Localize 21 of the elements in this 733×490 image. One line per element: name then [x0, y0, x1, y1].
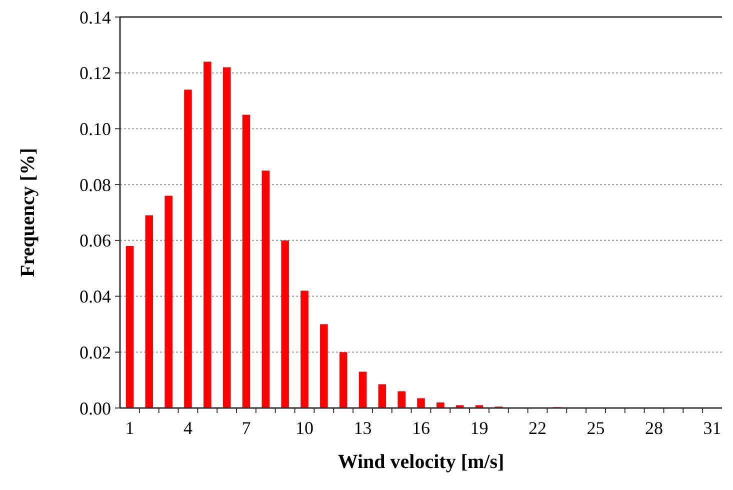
x-tick-label: 22 — [528, 418, 547, 438]
y-tick-label: 0.04 — [80, 286, 111, 307]
x-tick-label: 7 — [242, 418, 251, 438]
x-tick-label: 25 — [586, 418, 605, 438]
x-axis-title: Wind velocity [m/s] — [338, 451, 504, 473]
y-tick-label: 0.06 — [80, 230, 111, 251]
x-tick-label: 13 — [354, 418, 372, 438]
y-tick-label: 0.12 — [80, 63, 111, 84]
x-tick-label: 16 — [412, 418, 430, 438]
y-tick-label: 0.08 — [80, 174, 111, 195]
y-tick-label: 0.10 — [80, 119, 111, 140]
y-axis-title: Frequency [%] — [17, 148, 39, 278]
y-tick-label: 0.00 — [80, 398, 111, 418]
y-tick-label: 0.14 — [80, 7, 111, 28]
x-tick-label: 1 — [125, 418, 134, 438]
x-tick-label: 10 — [295, 418, 314, 438]
x-tick-label: 4 — [183, 418, 192, 438]
x-tick-label: 19 — [470, 418, 488, 438]
x-tick-label: 28 — [645, 418, 664, 438]
x-tick-label: 31 — [703, 418, 722, 438]
y-tick-label: 0.02 — [80, 342, 111, 362]
